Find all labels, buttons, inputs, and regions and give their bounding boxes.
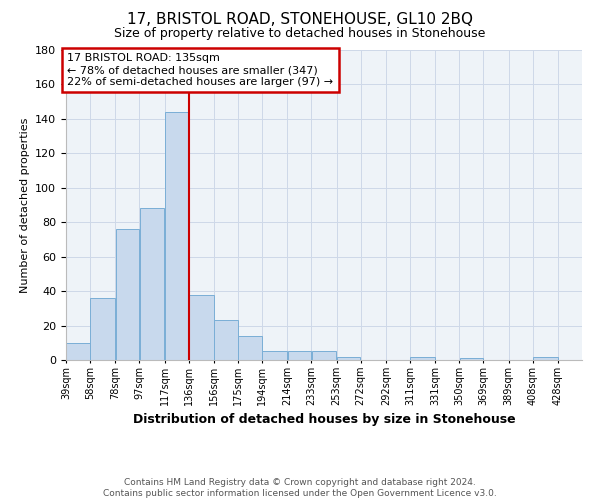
Bar xyxy=(66,343,90,360)
Bar xyxy=(287,352,311,360)
Bar xyxy=(311,352,337,360)
Bar xyxy=(337,356,361,360)
Text: Size of property relative to detached houses in Stonehouse: Size of property relative to detached ho… xyxy=(115,28,485,40)
Y-axis label: Number of detached properties: Number of detached properties xyxy=(20,118,29,292)
Bar xyxy=(165,112,188,360)
Bar xyxy=(116,229,139,360)
Bar xyxy=(262,352,287,360)
Bar xyxy=(140,208,164,360)
Bar xyxy=(533,356,558,360)
Bar xyxy=(214,320,238,360)
Bar xyxy=(410,356,435,360)
Bar xyxy=(90,298,115,360)
X-axis label: Distribution of detached houses by size in Stonehouse: Distribution of detached houses by size … xyxy=(133,414,515,426)
Text: Contains HM Land Registry data © Crown copyright and database right 2024.
Contai: Contains HM Land Registry data © Crown c… xyxy=(103,478,497,498)
Bar xyxy=(460,358,483,360)
Bar xyxy=(189,294,214,360)
Text: 17 BRISTOL ROAD: 135sqm
← 78% of detached houses are smaller (347)
22% of semi-d: 17 BRISTOL ROAD: 135sqm ← 78% of detache… xyxy=(67,54,334,86)
Bar xyxy=(238,336,262,360)
Text: 17, BRISTOL ROAD, STONEHOUSE, GL10 2BQ: 17, BRISTOL ROAD, STONEHOUSE, GL10 2BQ xyxy=(127,12,473,28)
